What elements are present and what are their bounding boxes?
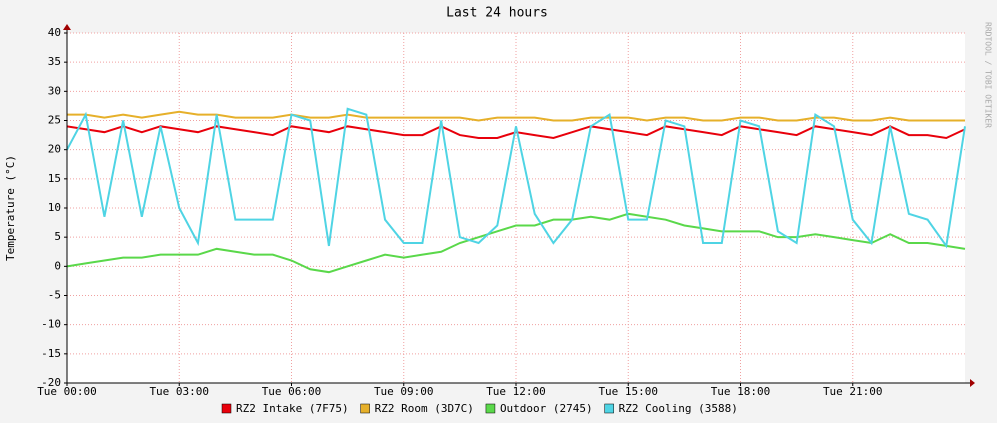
y-tick-label: 0	[54, 259, 61, 272]
legend-label: RZ2 Cooling (3588)	[619, 402, 738, 415]
series-line	[66, 212, 966, 274]
legend-label: RZ2 Room (3D7C)	[375, 402, 474, 415]
legend-swatch	[221, 403, 232, 414]
y-tick-label: 30	[48, 84, 61, 97]
y-tick-label: 5	[54, 230, 61, 243]
legend-swatch	[604, 403, 614, 414]
y-tick-label: -15	[41, 347, 61, 360]
chart-title: Last 24 hours	[446, 6, 548, 21]
legend-label: RZ2 Intake (7F75)	[236, 402, 349, 415]
x-tick-label: Tue 21:00	[823, 385, 883, 398]
x-tick-label: Tue 18:00	[711, 385, 771, 398]
series-line	[66, 107, 966, 249]
legend-swatch	[360, 403, 370, 414]
x-tick-label: Tue 09:00	[374, 385, 434, 398]
y-tick-label: 40	[48, 26, 61, 39]
y-tick-label: 10	[48, 201, 61, 214]
legend-swatch	[485, 403, 496, 414]
x-tick-label: Tue 00:00	[37, 385, 97, 398]
legend: RZ2 Intake (7F75) RZ2 Room (3D7C) Outdoor …	[221, 402, 738, 415]
axes-layer	[63, 24, 975, 387]
y-tick-label: 20	[48, 143, 61, 156]
y-tick-label: -5	[48, 289, 61, 302]
legend-label: Outdoor (2745)	[500, 402, 593, 415]
grid-layer: -20 -15 -10 -5 0 5 10 15 20 25 30 35 40 Tue 00:00 Tue …	[37, 26, 965, 398]
credit: RRDTOOL / TOBI OETIKER	[984, 22, 993, 128]
x-tick-label: Tue 15:00	[598, 385, 658, 398]
x-tick-label: Tue 12:00	[486, 385, 546, 398]
y-tick-label: -10	[41, 318, 61, 331]
y-tick-label: 25	[48, 114, 61, 127]
y-tick-label: -20	[41, 376, 61, 389]
x-arrow	[970, 379, 975, 387]
y-arrow	[63, 24, 71, 30]
series-line	[66, 125, 966, 140]
y-axis-label: Temperature (°C)	[4, 155, 17, 261]
y-tick-label: 15	[48, 172, 61, 185]
x-tick-label: Tue 06:00	[262, 385, 322, 398]
y-tick-label: 35	[48, 55, 61, 68]
x-tick-label: Tue 03:00	[149, 385, 209, 398]
lines-layer	[66, 107, 966, 274]
